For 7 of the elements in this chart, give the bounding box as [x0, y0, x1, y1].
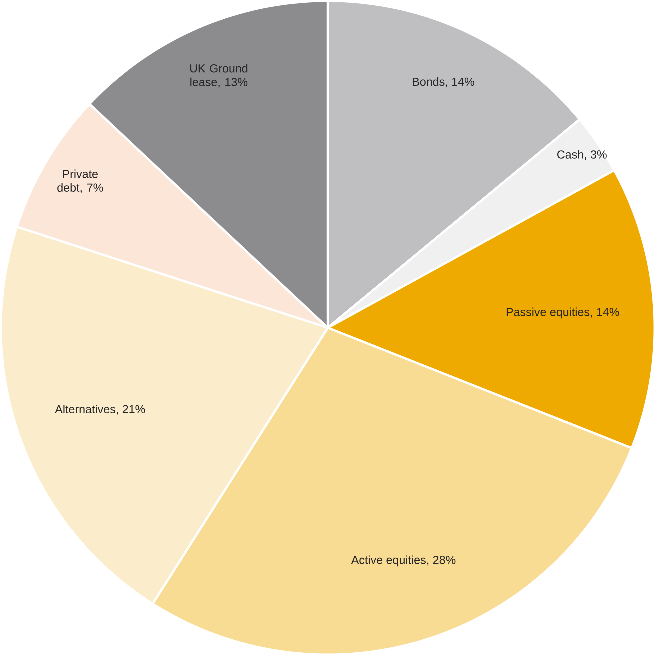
slice-label: Cash, 3%: [558, 150, 607, 160]
slice-label: Bonds, 14%: [413, 78, 474, 88]
slice-label: Private debt, 7%: [58, 170, 104, 194]
slice-label: Alternatives, 21%: [55, 404, 146, 415]
slice-label: UK Ground lease, 13%: [190, 64, 248, 88]
slice-label: Passive equities, 14%: [506, 308, 620, 319]
slice-label: Active equities, 28%: [351, 556, 456, 567]
